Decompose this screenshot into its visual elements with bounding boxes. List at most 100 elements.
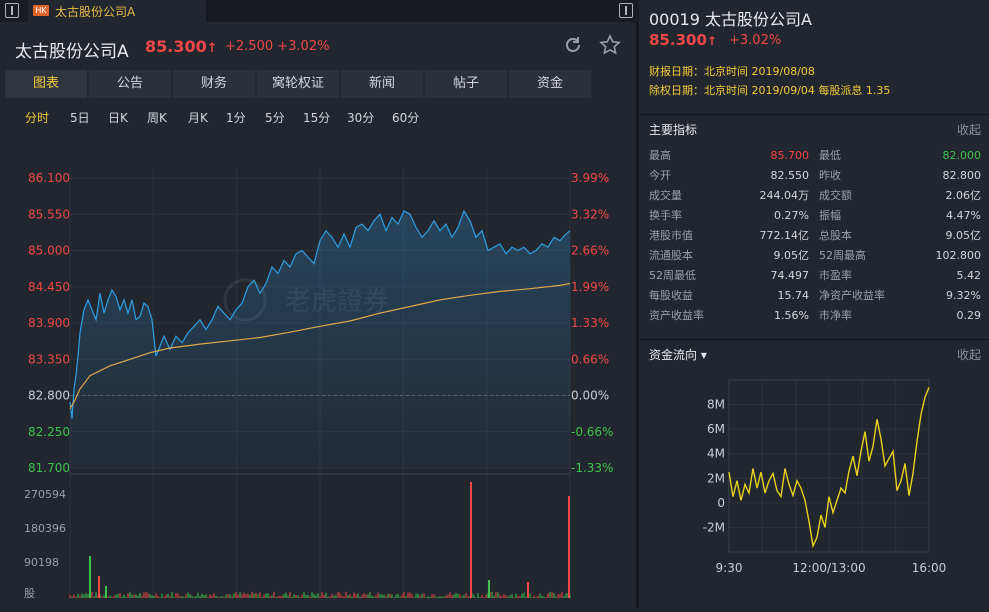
intraday-chart-area[interactable]: 86.100 85.550 85.000 84.450 83.900 83.350 82.8… [0,140,636,612]
period-7[interactable]: 15分 [303,111,331,125]
detail-price-up-arrow-icon: ↑ [706,34,717,48]
indicator-value: 0.29 [956,309,982,322]
capital-flow-collapse-button[interactable]: 收起 [956,348,981,362]
content-tabs: 图表 公告 财务 窝轮权证 新闻 帖子 资金 [5,70,634,98]
panel-toggle-icon[interactable] [5,3,19,18]
pct-tick-label: 3.99% [571,171,609,185]
indicator-value: 82.000 [942,149,982,162]
indicator-label: 总股本 [819,229,852,242]
stock-tab-title: 太古股份公司A [55,5,136,19]
indicator-label: 今开 [649,169,671,182]
favorite-star-icon[interactable] [599,34,621,56]
indicator-label: 市净率 [819,309,852,322]
flow-y-tick-label: 8M [707,398,725,412]
pct-tick-label: 1.99% [571,280,609,294]
volume-tick-label: 90198 [24,556,59,569]
indicators-header: 主要指标 收起 [639,114,989,141]
indicator-value: 244.04万 [759,189,810,202]
indicator-label: 昨收 [819,169,841,182]
capital-flow-line [728,387,930,549]
flow-x-tick-label: 9:30 [716,561,743,575]
capital-flow-chart: 8M 6M 4M 2M 0 -2M 9:30 12:00/13:00 16:00 [703,379,947,575]
indicator-value: 0.27% [774,209,809,222]
tab-2[interactable]: 财务 [173,70,255,98]
volume-tick-label: 270594 [24,488,66,501]
indicator-value: 102.800 [935,249,982,262]
detail-change: +3.02% [729,33,782,48]
period-9[interactable]: 60分 [392,111,420,125]
tab-4[interactable]: 新闻 [341,70,423,98]
indicator-row: 市盈率 5.42 [819,266,981,286]
indicator-row: 52周最高 102.800 [819,246,981,266]
tab-1[interactable]: 公告 [89,70,171,98]
period-8[interactable]: 30分 [347,111,375,125]
indicator-row: 港股市值 772.14亿 [649,226,809,246]
indicator-value: 82.550 [770,169,810,182]
price-tick-label: 83.900 [28,316,70,330]
indicator-label: 市盈率 [819,269,852,282]
flow-y-tick-label: 0 [717,496,725,510]
period-6[interactable]: 5分 [265,111,285,125]
price-line [69,209,571,419]
pct-tick-label: 0.66% [571,352,609,366]
report-date: 财报日期：北京时间 2019/08/08 [649,65,815,78]
pct-tick-label: -1.33% [571,461,613,475]
price-tick-label: 82.800 [28,389,70,403]
period-0[interactable]: 分时 [25,111,50,125]
period-3[interactable]: 周K [147,111,167,125]
indicator-row: 流通股本 9.05亿 [649,246,809,266]
period-4[interactable]: 月K [188,111,208,125]
indicator-row: 成交量 244.04万 [649,186,809,206]
indicator-label: 52周最高 [819,249,866,262]
indicator-label: 每股收益 [649,289,693,302]
refresh-icon[interactable] [563,35,583,55]
flow-frame [728,379,930,553]
price-tick-label: 84.450 [28,280,70,294]
price-up-arrow-icon: ↑ [206,41,218,56]
pct-tick-label: -0.66% [571,425,613,439]
indicator-value: 2.06亿 [945,189,982,202]
price-tick-label: 85.550 [28,207,70,221]
capital-flow-header: 资金流向 ▾ 收起 [639,339,989,366]
ex-dividend-date: 除权日期：北京时间 2019/09/04 每股派息 1.35 [649,84,891,97]
price-area-fill [70,211,570,468]
period-2[interactable]: 日K [108,111,128,125]
indicator-row: 最低 82.000 [819,146,981,166]
indicator-row: 每股收益 15.74 [649,286,809,306]
capital-flow-title[interactable]: 资金流向 ▾ [649,348,707,362]
indicator-row: 成交额 2.06亿 [819,186,981,206]
indicator-label: 港股市值 [649,229,693,242]
indicator-label: 成交量 [649,189,682,202]
flow-y-tick-label: -2M [703,520,725,534]
indicator-value: 4.47% [946,209,981,222]
indicator-row: 振幅 4.47% [819,206,981,226]
pct-tick-label: 0.00% [571,389,609,403]
flow-grid [728,379,930,553]
indicator-label: 振幅 [819,209,841,222]
average-price-line [69,282,571,410]
tab-6[interactable]: 资金 [509,70,591,98]
side-panel-toggle-icon[interactable] [619,3,633,18]
tab-5[interactable]: 帖子 [425,70,507,98]
indicators-title: 主要指标 [649,123,698,137]
indicators-collapse-button[interactable]: 收起 [956,123,981,137]
volume-tick-label: 180396 [24,522,66,535]
indicator-value: 1.56% [774,309,809,322]
intraday-chart[interactable]: 86.100 85.550 85.000 84.450 83.900 83.350 82.8… [0,140,636,612]
period-1[interactable]: 5日 [70,111,90,125]
flow-x-tick-label: 12:00/13:00 [792,561,865,575]
indicator-value: 772.14亿 [759,229,810,242]
tab-0[interactable]: 图表 [5,70,87,98]
panel-divider[interactable] [636,22,639,608]
indicator-row: 资产收益率 1.56% [649,306,809,326]
stock-tab[interactable]: HK 太古股份公司A [28,0,206,22]
indicator-label: 最高 [649,149,671,162]
tab-3[interactable]: 窝轮权证 [257,70,339,98]
main-chart-panel: 太古股份公司A 85.300↑ +2.500 +3.02% 图表 公告 财务 窝轮权证… [0,22,636,612]
price-tick-label: 85.000 [28,244,70,258]
indicator-row: 最高 85.700 [649,146,809,166]
pct-tick-label: 2.66% [571,244,609,258]
indicator-label: 52周最低 [649,269,696,282]
period-5[interactable]: 1分 [226,111,246,125]
flow-x-tick-label: 16:00 [912,561,947,575]
